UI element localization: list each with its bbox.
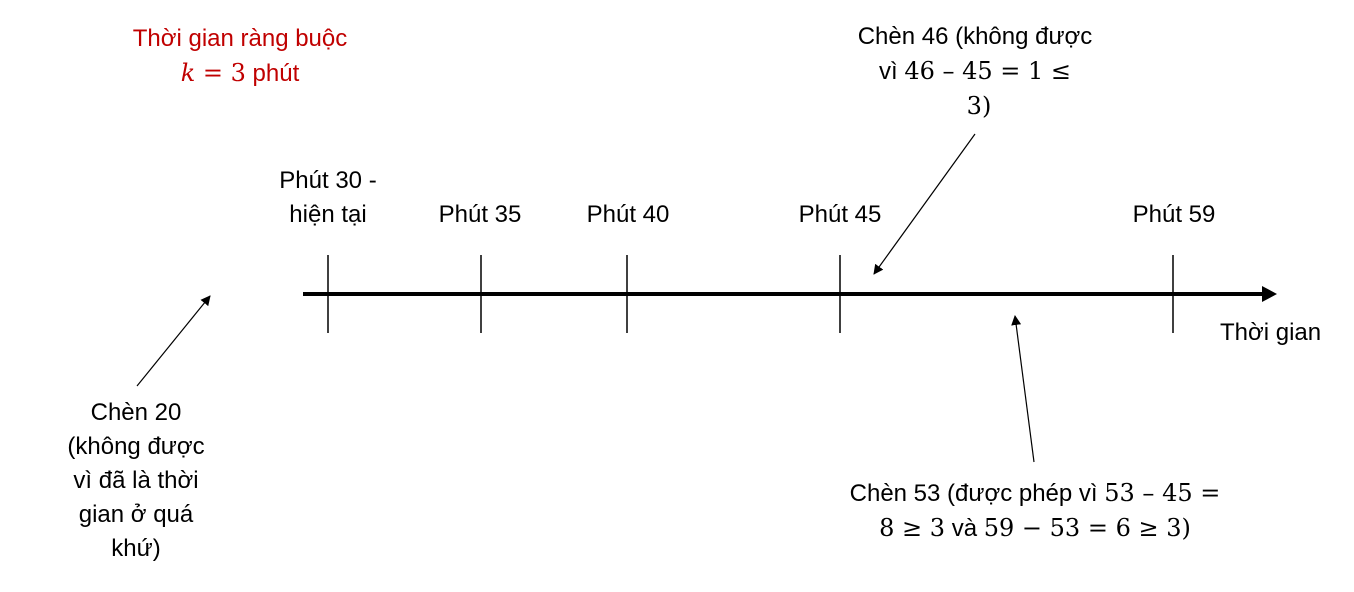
- tick-label-35: Phút 35: [438, 201, 522, 228]
- arrow-insert-46: [873, 133, 976, 275]
- tick-label-59: Phút 59: [1132, 201, 1216, 228]
- tick-label-30-line1: Phút 30 -: [279, 167, 377, 194]
- note-insert-46: Chèn 46 (không được vì 46 – 45 = 1 ≤ 3): [810, 20, 1140, 123]
- note-53-close: ): [1181, 514, 1191, 542]
- note-20-line: khứ): [111, 535, 161, 562]
- note-46-math: 46 – 45 = 1 ≤: [904, 57, 1072, 85]
- constraint-title: Thời gian ràng buộc: [132, 25, 348, 52]
- note-20-line: Chèn 20: [90, 399, 182, 426]
- note-53-text-and: và: [945, 515, 984, 542]
- note-46-line3: 3): [966, 92, 992, 120]
- formula-value: = 3: [195, 59, 246, 87]
- note-20-line: gian ở quá: [78, 501, 194, 528]
- formula-variable: k: [180, 59, 196, 87]
- note-53-math-b: 59 − 53 = 6 ≥ 3: [983, 514, 1182, 542]
- tick-label-45: Phút 45: [798, 201, 882, 228]
- tick-label-40: Phút 40: [586, 201, 670, 228]
- tick-label-30: Phút 30 - hiện tại: [258, 164, 398, 232]
- note-53-text: Chèn 53 (được phép vì: [849, 480, 1105, 507]
- note-insert-20: Chèn 20 (không được vì đã là thời gian ở…: [36, 396, 236, 566]
- note-53-line2: 8 ≥ 3 và 59 − 53 = 6 ≥ 3): [790, 511, 1280, 546]
- note-insert-53: Chèn 53 (được phép vì 53 – 45 = 8 ≥ 3 và…: [790, 476, 1280, 546]
- tick-label-30-line2: hiện tại: [289, 201, 367, 228]
- note-53-math: 53 – 45 =: [1104, 479, 1221, 507]
- note-20-line: vì đã là thời: [73, 467, 199, 494]
- note-20-line: (không được: [67, 433, 205, 460]
- note-46-line2: vì 46 – 45 = 1 ≤: [810, 54, 1140, 89]
- note-53-math-a: 8 ≥ 3: [879, 514, 946, 542]
- note-46-text: vì: [878, 58, 905, 85]
- formula-unit: phút: [245, 60, 300, 87]
- timeline-arrowhead: [1262, 286, 1277, 302]
- constraint-formula: k = 3 phút: [100, 56, 380, 91]
- note-46-line1: Chèn 46 (không được: [857, 23, 1093, 50]
- arrow-insert-53: [1011, 315, 1035, 463]
- arrow-insert-20: [136, 295, 211, 387]
- axis-label: Thời gian: [1220, 319, 1322, 346]
- note-53-line1: Chèn 53 (được phép vì 53 – 45 =: [790, 476, 1280, 511]
